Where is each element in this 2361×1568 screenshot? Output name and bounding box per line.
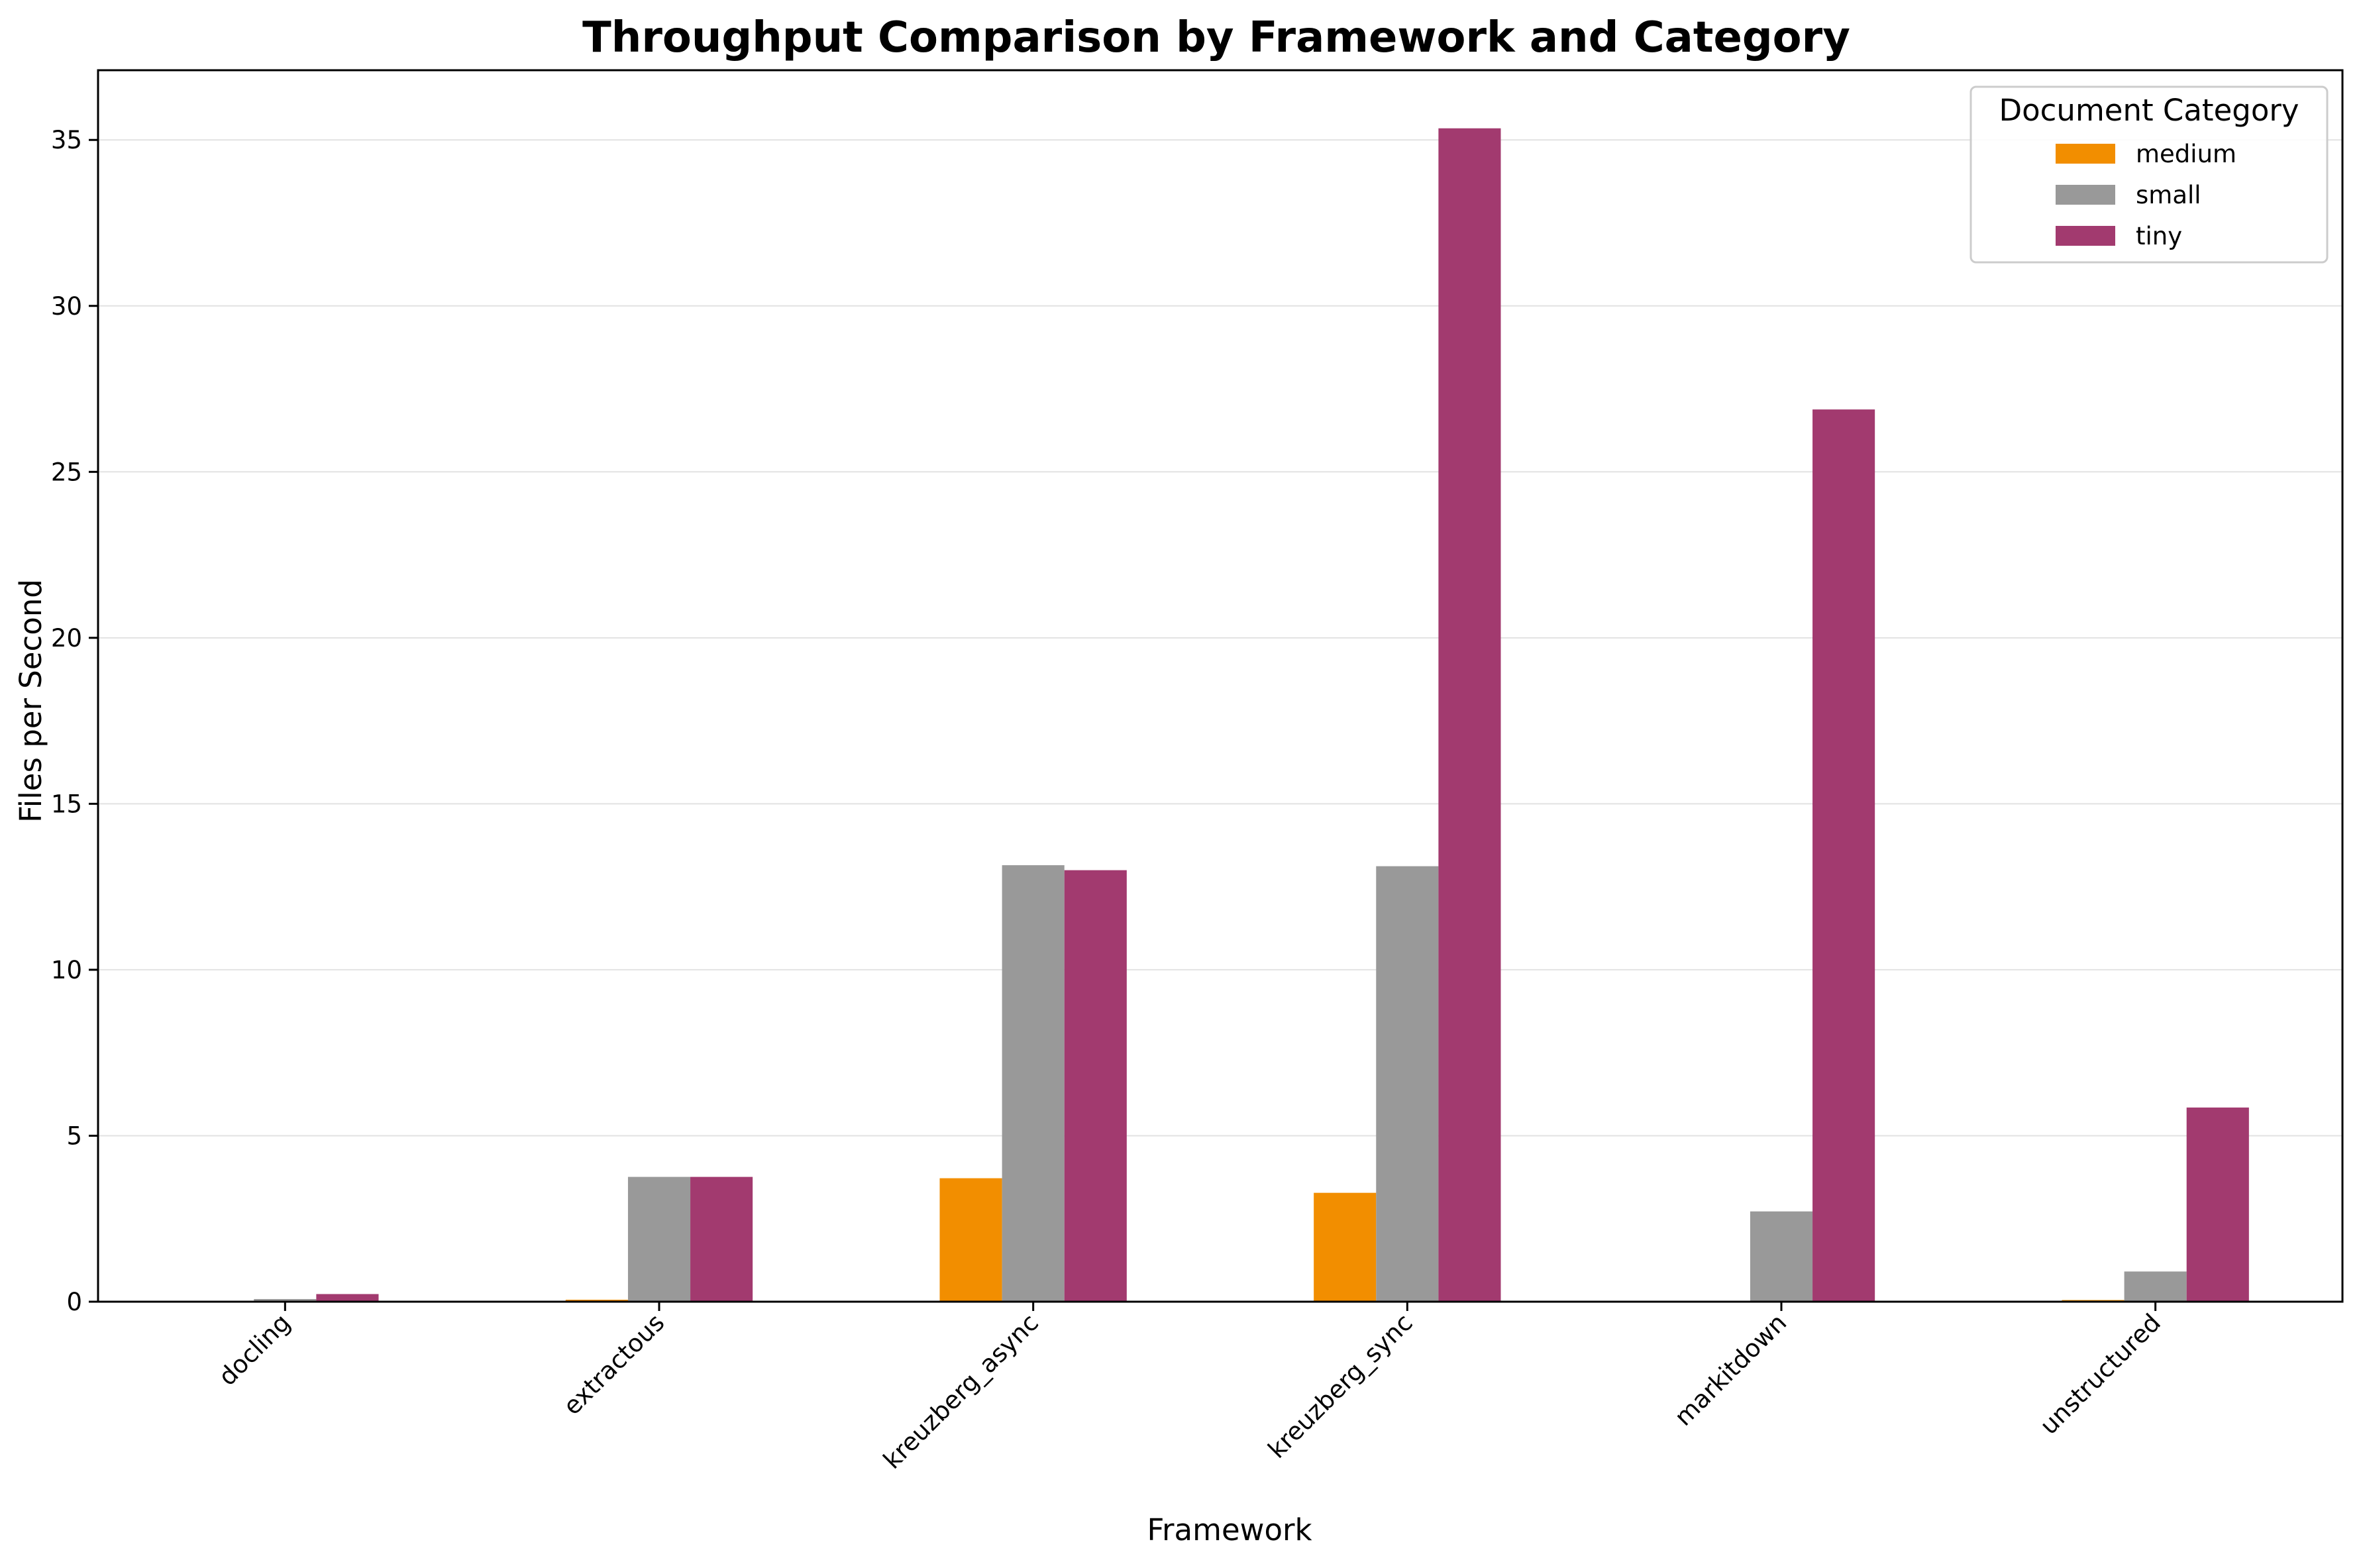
y-tick-label: 35 (51, 126, 82, 154)
gridlines (98, 139, 2342, 1302)
y-tick-label: 10 (51, 956, 82, 984)
legend-label-tiny: tiny (2136, 222, 2182, 250)
y-tick-label: 0 (66, 1288, 82, 1316)
x-tick-label: extractous (558, 1308, 670, 1420)
x-axis-ticks: docling extractous kreuzberg_async kreuzber… (213, 1302, 2166, 1475)
legend-box (1969, 85, 2329, 264)
y-tick-label: 30 (51, 292, 82, 321)
legend-title: Document Category (1999, 93, 2299, 128)
y-tick-label: 20 (51, 624, 82, 653)
bar-tiny-extractous (690, 1176, 753, 1302)
bar-tiny-markitdown (1812, 409, 1875, 1302)
bar-tiny-kreuzberg_async (1064, 870, 1127, 1302)
legend-label-small: small (2136, 181, 2201, 209)
y-axis-label: Files per Second (13, 579, 48, 823)
bar-small-markitdown (1750, 1211, 1813, 1302)
y-tick-label: 5 (66, 1122, 82, 1150)
bar-small-kreuzberg_sync (1376, 866, 1439, 1302)
bar-tiny-kreuzberg_sync (1438, 128, 1501, 1302)
legend-swatch-small (2056, 185, 2115, 205)
bar-small-kreuzberg_async (1002, 865, 1065, 1302)
bar-medium-extractous (565, 1299, 628, 1302)
x-tick-label: kreuzberg_sync (1263, 1308, 1418, 1464)
plot-frame (97, 69, 2344, 1303)
legend-entries: medium small tiny (2056, 140, 2236, 250)
x-tick-label: kreuzberg_async (878, 1308, 1044, 1475)
x-tick-label: markitdown (1669, 1308, 1792, 1432)
bar-tiny-unstructured (2186, 1107, 2249, 1302)
bar-medium-kreuzberg_async (939, 1178, 1002, 1302)
legend: Document Category medium small tiny (1969, 85, 2329, 264)
legend-label-medium: medium (2136, 140, 2236, 168)
x-axis-label: Framework (1147, 1512, 1312, 1547)
legend-swatch-medium (2056, 144, 2115, 164)
y-axis-ticks: 0 5 10 15 20 25 30 35 (51, 126, 98, 1316)
x-tick-label: docling (213, 1308, 296, 1391)
legend-swatch-tiny (2056, 226, 2115, 246)
bar-small-extractous (627, 1176, 691, 1302)
bars-group (254, 128, 2249, 1302)
bar-small-docling (254, 1298, 317, 1302)
bar-small-unstructured (2124, 1271, 2187, 1302)
y-tick-label: 15 (51, 790, 82, 818)
y-tick-label: 25 (51, 458, 82, 486)
bar-medium-kreuzberg_sync (1314, 1192, 1377, 1302)
x-tick-label: unstructured (2034, 1308, 2166, 1440)
chart-title: Throughput Comparison by Framework and C… (582, 13, 1850, 62)
bar-tiny-docling (316, 1294, 379, 1302)
